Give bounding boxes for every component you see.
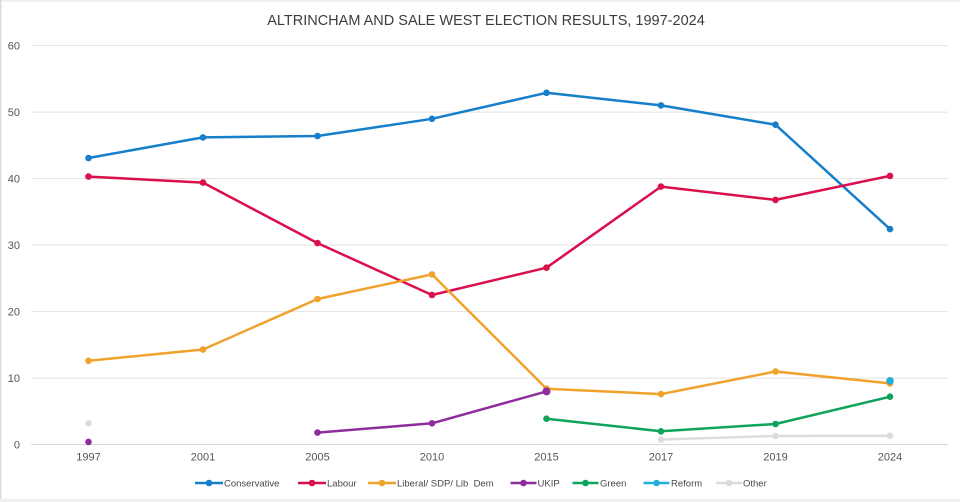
svg-text:Labour: Labour [327, 479, 357, 490]
svg-text:60: 60 [8, 41, 20, 53]
svg-text:2015: 2015 [534, 452, 558, 464]
svg-text:0: 0 [14, 440, 20, 452]
svg-text:UKIP: UKIP [538, 479, 560, 490]
svg-text:2019: 2019 [763, 452, 787, 464]
svg-text:30: 30 [8, 240, 20, 252]
svg-text:10: 10 [8, 373, 20, 385]
svg-text:Liberal/ SDP/ Lib Dem: Liberal/ SDP/ Lib Dem [397, 479, 494, 490]
svg-text:20: 20 [8, 307, 20, 319]
svg-text:Conservative: Conservative [224, 479, 279, 490]
svg-text:50: 50 [8, 107, 20, 119]
svg-text:2001: 2001 [191, 452, 215, 464]
svg-text:2005: 2005 [305, 452, 329, 464]
svg-text:2024: 2024 [878, 452, 902, 464]
svg-text:Green: Green [600, 479, 626, 490]
svg-text:ALTRINCHAM AND SALE WEST ELECT: ALTRINCHAM AND SALE WEST ELECTION RESULT… [267, 13, 705, 29]
svg-text:40: 40 [8, 174, 20, 186]
svg-text:2017: 2017 [649, 452, 673, 464]
svg-text:1997: 1997 [76, 452, 100, 464]
svg-text:2010: 2010 [420, 452, 444, 464]
svg-text:Reform: Reform [671, 479, 702, 490]
svg-text:Other: Other [743, 479, 767, 490]
